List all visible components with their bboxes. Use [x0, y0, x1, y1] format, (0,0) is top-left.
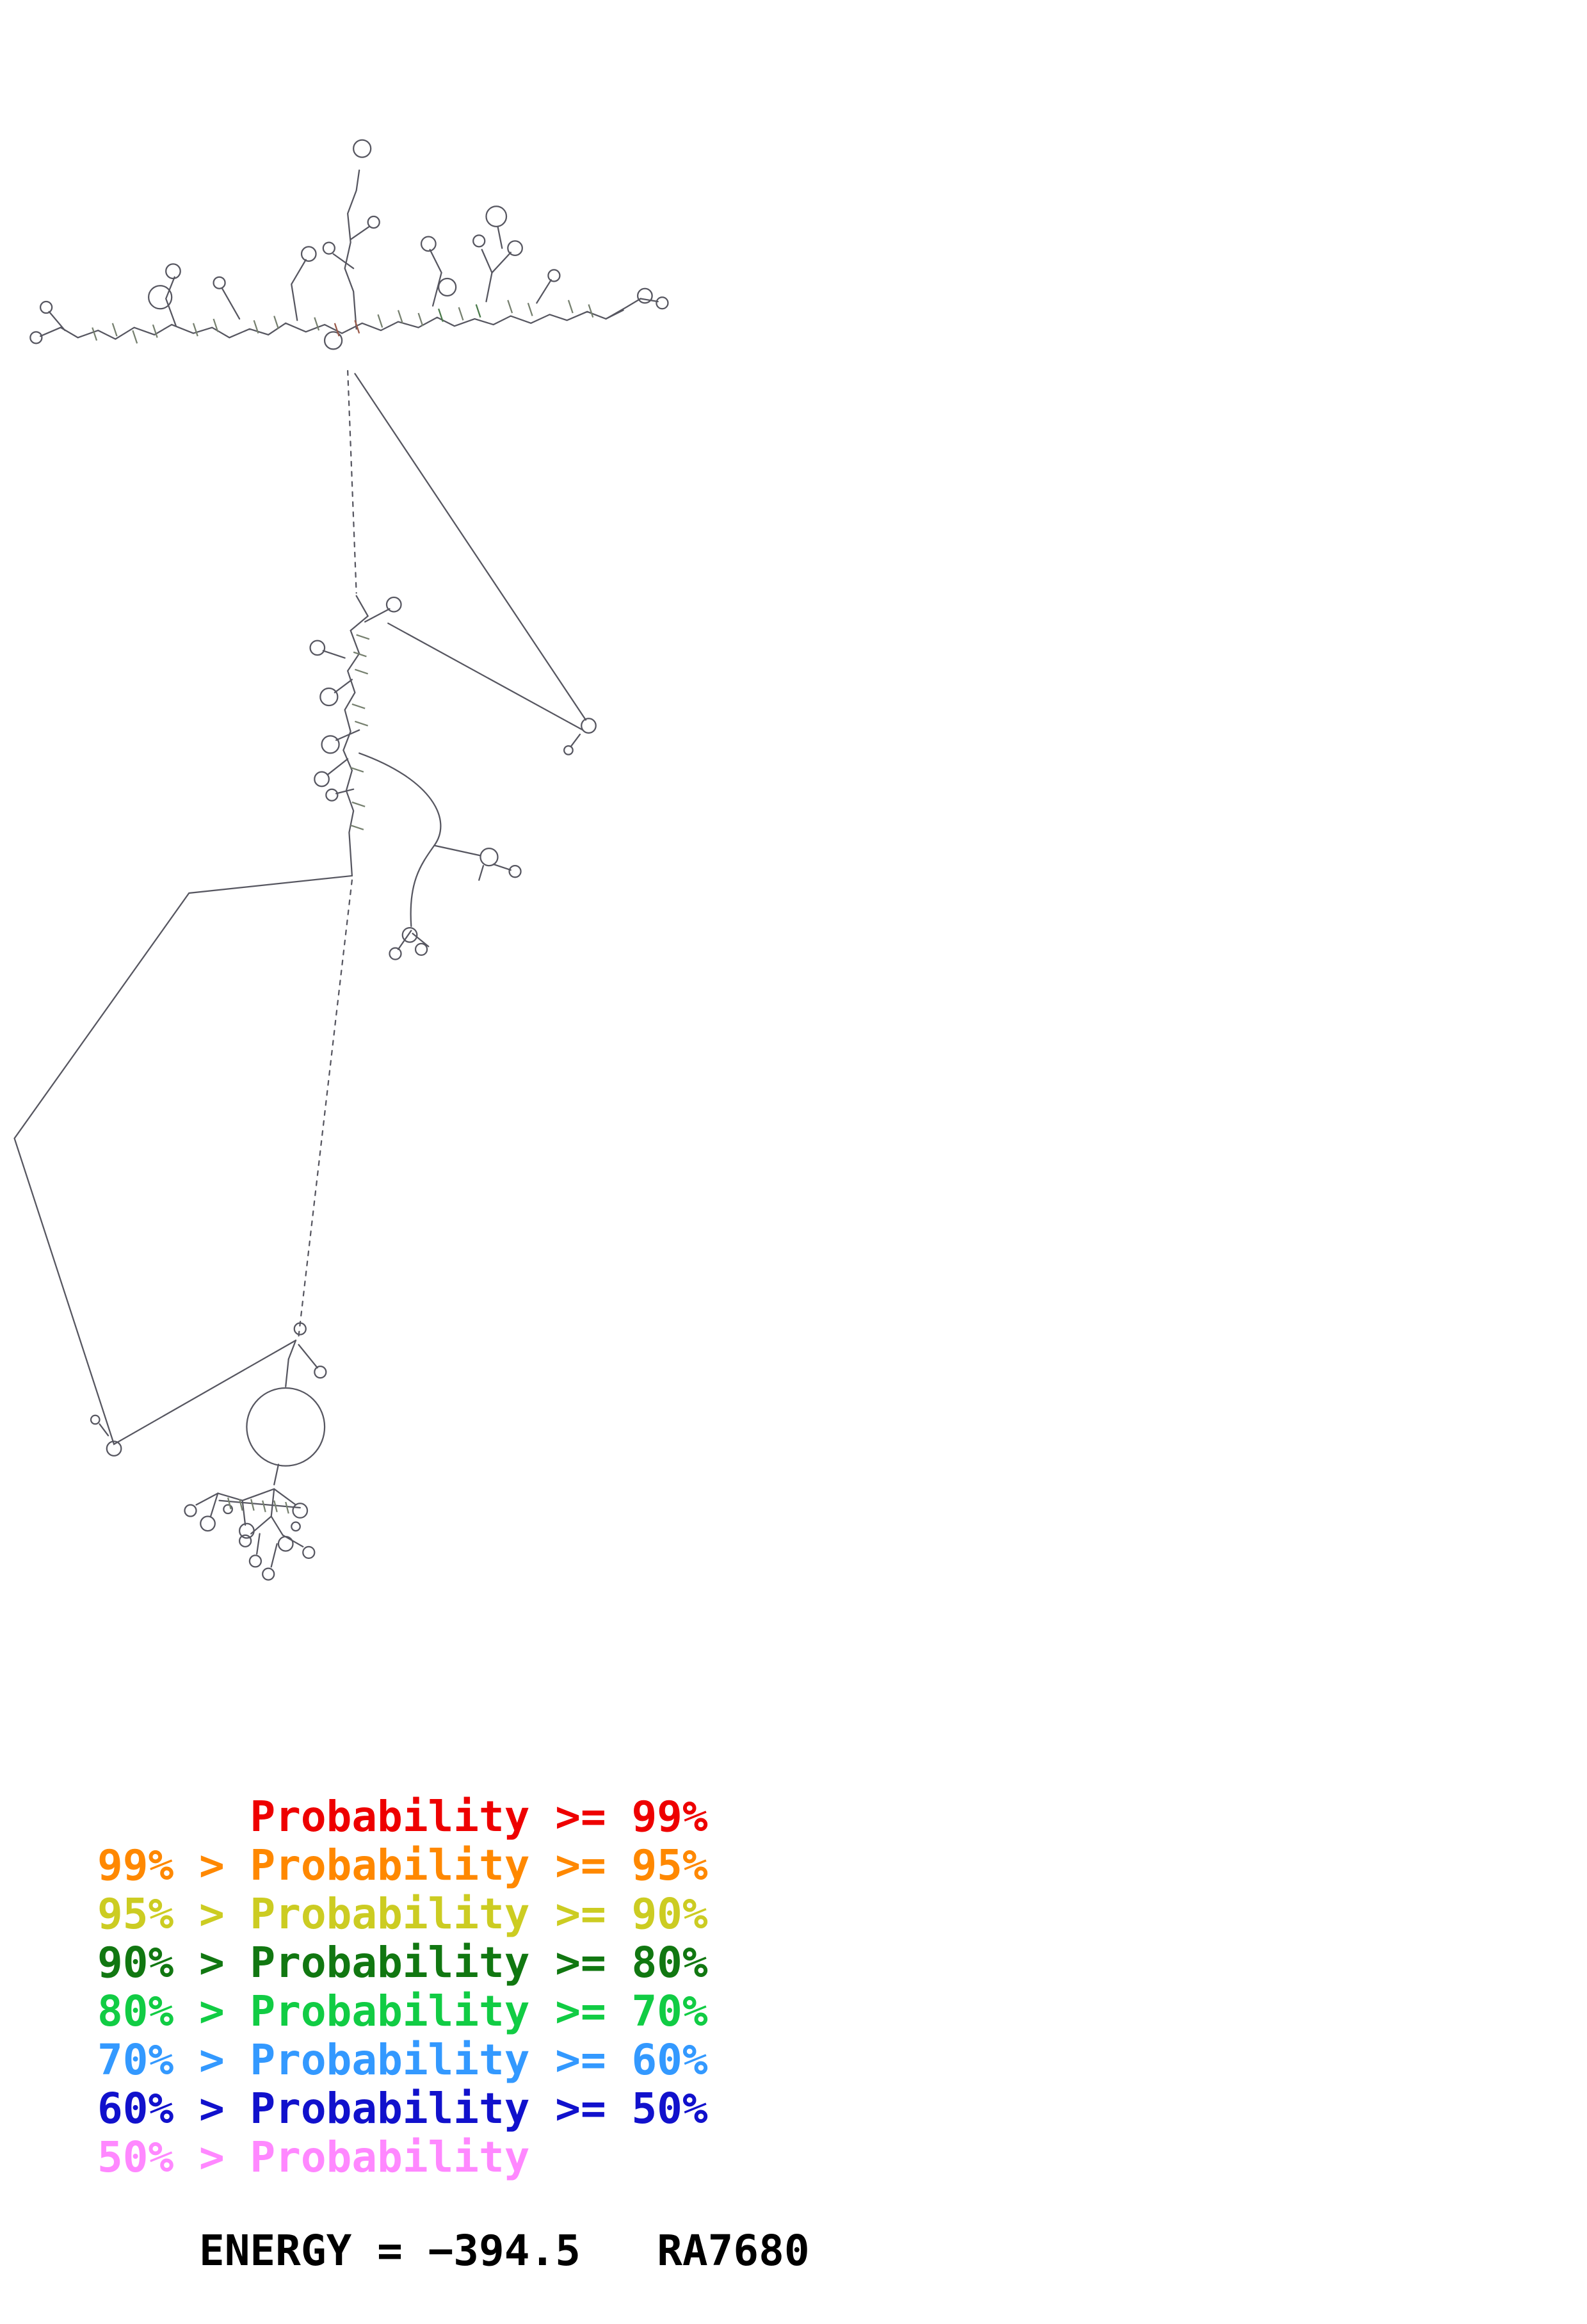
probability-legend: Probability >= 99% 99% > Probability >= …	[97, 1793, 708, 2182]
green-ticks	[438, 304, 481, 322]
large-loop	[13, 875, 353, 1446]
structure-id: RA7680	[657, 2226, 810, 2275]
bottom-loop-circle	[246, 1387, 326, 1467]
mid-backbone	[342, 595, 369, 877]
legend-entry: 60% > Probability >= 50%	[97, 2084, 708, 2133]
rna-probability-plot-page: Probability >= 99% 99% > Probability >= …	[13, 139, 810, 2275]
energy-value: ENERGY = −394.5	[198, 2226, 581, 2275]
legend-entry: 80% > Probability >= 70%	[97, 1987, 708, 2036]
colored-ticks	[334, 319, 360, 337]
energy-footer: ENERGY = −394.5 RA7680	[97, 2178, 810, 2324]
structure-skeleton	[13, 139, 669, 1581]
legend-entry: 90% > Probability >= 80%	[97, 1938, 708, 1987]
legend-entry: 50% > Probability	[97, 2133, 530, 2182]
legend-entry: Probability >= 99%	[97, 1792, 708, 1841]
legend-entry: 95% > Probability >= 90%	[97, 1889, 708, 1939]
basepair-ticks	[92, 300, 594, 1514]
legend-entry: 70% > Probability >= 60%	[97, 2035, 708, 2085]
top-backbone	[39, 309, 624, 340]
rna-structure-diagram	[13, 139, 669, 1581]
legend-entry: 99% > Probability >= 95%	[97, 1841, 708, 1890]
